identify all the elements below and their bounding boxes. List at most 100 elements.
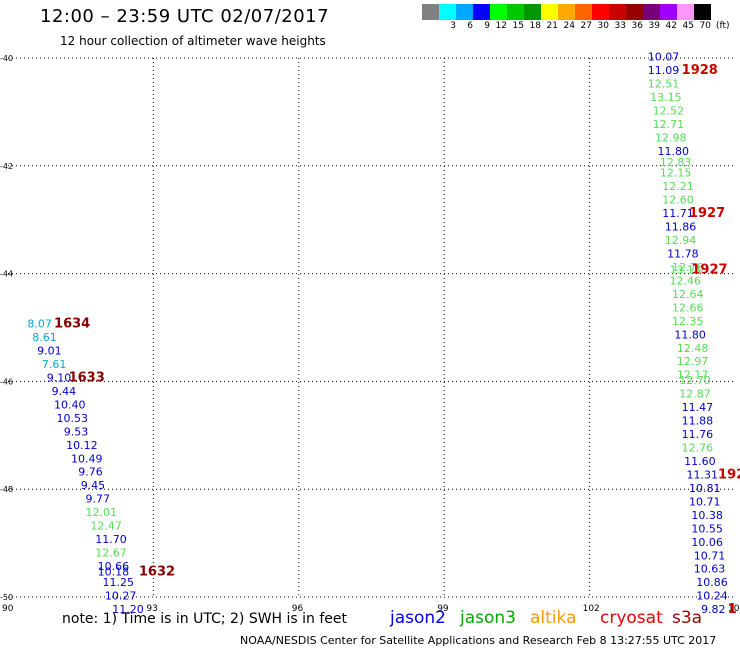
color-scale-bar	[422, 4, 711, 20]
color-scale-label: 18	[529, 21, 541, 31]
wave-height-label: 11.70	[95, 533, 127, 546]
legend-satellite-s3a: s3a	[672, 608, 703, 628]
wave-height-label: 12.76	[672, 261, 704, 274]
color-scale-label: 27	[580, 21, 592, 31]
wave-height-label: 10.24	[696, 590, 728, 603]
color-scale-label: 15	[512, 21, 524, 31]
color-scale-swatch	[626, 4, 643, 20]
wave-height-label: 11.76	[682, 428, 714, 441]
color-scale-label: 39	[648, 21, 660, 31]
color-scale-swatch	[660, 4, 677, 20]
wave-height-label: 12.97	[677, 355, 709, 368]
wave-height-label: 9.45	[81, 479, 106, 492]
wave-height-label: 10.18	[98, 565, 130, 578]
wave-height-label: 12.52	[653, 105, 685, 118]
color-scale-label: 36	[631, 21, 643, 31]
wave-height-label: 12.70	[679, 374, 711, 387]
legend-satellite-jason3: jason3	[460, 608, 516, 628]
color-scale-swatch	[558, 4, 575, 20]
wave-height-label: 10.71	[694, 549, 726, 562]
color-scale-label: 45	[682, 21, 694, 31]
color-scale-swatch	[490, 4, 507, 20]
color-scale-swatch	[473, 4, 490, 20]
y-tick-label: -48	[0, 485, 13, 494]
pass-time-label: 1	[728, 602, 737, 617]
wave-height-label: 9.01	[37, 344, 62, 357]
color-scale-label: 3	[450, 21, 456, 31]
color-scale-swatch	[694, 4, 711, 20]
wave-height-label: 12.15	[660, 167, 692, 180]
wave-height-label: 9.44	[52, 385, 76, 398]
wave-height-label: 10.66	[98, 560, 130, 573]
wave-height-label: 11.31	[687, 468, 719, 481]
y-tick-label: -50	[0, 593, 13, 602]
color-scale-label: 42	[665, 21, 677, 31]
pass-time-label: 1927	[691, 263, 727, 278]
wave-height-label: 12.83	[660, 156, 692, 169]
wave-height-label: 12.76	[682, 441, 714, 454]
wave-height-label: 12.17	[677, 369, 709, 382]
color-scale-label: 24	[563, 21, 575, 31]
wave-height-label: 10.71	[689, 495, 721, 508]
wave-height-label: 12.60	[662, 194, 694, 207]
page-title: 12:00 – 23:59 UTC 02/07/2017	[40, 6, 330, 27]
wave-height-label: 13.15	[650, 91, 682, 104]
wave-height-label: 8.07	[27, 318, 51, 331]
wave-height-label: 9.53	[64, 425, 88, 438]
note-text: note: 1) Time is in UTC; 2) SWH is in fe…	[62, 611, 348, 627]
wave-height-label: 12.51	[648, 78, 680, 91]
wave-height-label: 12.98	[655, 132, 687, 145]
color-scale-swatch	[643, 4, 660, 20]
color-scale-label: 9	[484, 21, 490, 31]
wave-height-label: 12.94	[665, 234, 697, 247]
wave-height-label: 10.40	[54, 398, 86, 411]
y-tick-label: -40	[0, 54, 13, 63]
wave-height-label: 11.86	[665, 220, 697, 233]
wave-height-label: 12.48	[677, 342, 709, 355]
pass-time-label: 192	[718, 467, 740, 482]
x-tick-label: 90	[2, 604, 14, 614]
legend-satellite-jason2: jason2	[390, 608, 446, 628]
wave-height-label: 10.86	[696, 576, 728, 589]
color-scale-swatch	[541, 4, 558, 20]
wave-height-label: 12.21	[662, 180, 694, 193]
color-scale-label: 12	[495, 21, 507, 31]
color-scale-swatch	[677, 4, 694, 20]
pass-time-label: 1633	[69, 370, 105, 385]
color-scale-label: 30	[597, 21, 609, 31]
legend-satellite-altika: altika	[530, 608, 577, 628]
wave-height-label: 11.78	[667, 247, 699, 260]
wave-height-label: 12.64	[672, 288, 704, 301]
color-scale-swatch	[439, 4, 456, 20]
x-tick-label: 102	[583, 604, 600, 614]
wave-height-label: 10.53	[56, 412, 88, 425]
y-tick-label: -46	[0, 377, 13, 386]
page-subtitle: 12 hour collection of altimeter wave hei…	[60, 34, 326, 48]
wave-height-label: 9.82	[701, 603, 726, 616]
pass-time-label: 1632	[139, 564, 175, 579]
wave-height-label: 10.49	[71, 452, 103, 465]
wave-height-label: 12.67	[95, 547, 127, 560]
wave-height-label: 11.60	[684, 455, 716, 468]
wave-height-label: 11.47	[682, 401, 714, 414]
wave-height-label: 12.35	[672, 315, 704, 328]
color-scale-swatch	[507, 4, 524, 20]
wave-height-label: 10.81	[689, 482, 721, 495]
color-scale-swatch	[422, 4, 439, 20]
wave-height-label: 12.46	[670, 274, 702, 287]
footer-credit: NOAA/NESDIS Center for Satellite Applica…	[240, 634, 717, 647]
wave-height-label: 11.71	[662, 207, 694, 220]
wave-height-label: 11.88	[682, 415, 714, 428]
color-scale-label: 21	[546, 21, 558, 31]
color-scale-swatch	[456, 4, 473, 20]
color-scale-unit: (ft)	[716, 21, 730, 31]
wave-height-label: 12.47	[90, 520, 122, 533]
color-scale-label: 6	[467, 21, 473, 31]
wave-height-label: 10.63	[694, 563, 726, 576]
color-scale-swatch	[609, 4, 626, 20]
y-tick-label: -44	[0, 270, 13, 279]
wave-height-label: 7.61	[42, 358, 67, 371]
color-scale-label: 70	[699, 21, 711, 31]
